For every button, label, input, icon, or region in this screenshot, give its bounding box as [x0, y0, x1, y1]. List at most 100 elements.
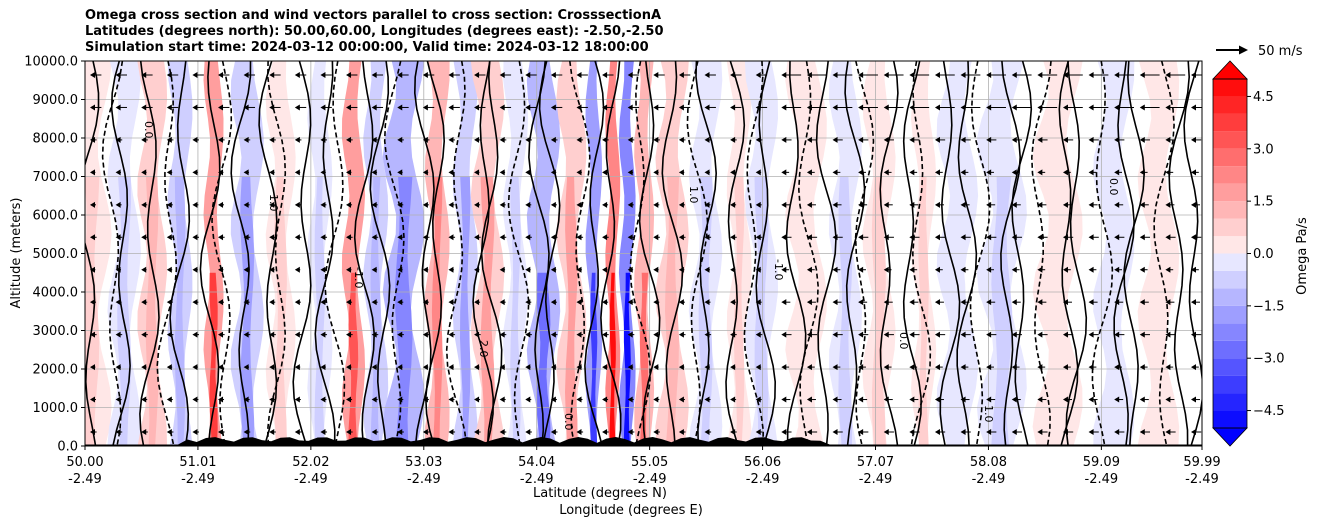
- wind-vector-head: [1114, 104, 1120, 111]
- wind-vector-head: [1139, 72, 1145, 78]
- wind-vector-head: [1114, 136, 1120, 143]
- colorbar-segment: [1213, 236, 1247, 254]
- wind-vector-head: [576, 104, 582, 111]
- wind-vector-head: [1037, 201, 1043, 208]
- wind-vector-head: [525, 396, 531, 403]
- wind-vector-head: [1139, 234, 1145, 241]
- wind-vector-head: [678, 364, 684, 371]
- colorbar-tick-label: 1.5: [1253, 195, 1274, 210]
- wind-vector-head: [1062, 331, 1068, 338]
- wind-vector-head: [781, 266, 787, 273]
- wind-vector-head: [525, 201, 531, 208]
- y-tick-label: 9000.0: [33, 93, 79, 108]
- wind-vector-head: [806, 364, 812, 371]
- wind-vector-head: [397, 104, 403, 111]
- x-axis-label-line-1: Latitude (degrees N): [533, 486, 667, 501]
- contour-label: 1.0: [982, 405, 995, 423]
- wind-vector-head: [115, 364, 121, 371]
- contour-line-positive: [413, 61, 435, 446]
- wind-vector-head: [730, 266, 736, 273]
- wind-vector-head: [1165, 234, 1171, 241]
- wind-vector-head: [346, 364, 352, 371]
- wind-vector-head: [525, 364, 531, 371]
- wind-vector-head: [1114, 429, 1120, 435]
- wind-vector-head: [1037, 429, 1043, 435]
- wind-vector-head: [909, 396, 915, 403]
- wind-vector-head: [627, 331, 633, 338]
- colorbar-tick-label: 4.5: [1253, 90, 1274, 105]
- contour-line-positive: [902, 61, 922, 446]
- contour-line-positive: [939, 61, 961, 446]
- wind-vector-head: [627, 201, 633, 208]
- contour-line-positive: [956, 61, 978, 446]
- wind-vector-head: [781, 201, 787, 208]
- wind-vector-head: [397, 72, 403, 78]
- wind-vector-head: [755, 234, 761, 241]
- wind-vector-head: [883, 331, 889, 338]
- x-tick-label-latitude: 52.02: [292, 455, 329, 470]
- wind-vector-head: [243, 169, 249, 176]
- wind-vector-head: [1139, 429, 1145, 435]
- wind-vector-head: [269, 234, 275, 241]
- omega-band-core: [733, 176, 745, 446]
- wind-vector-head: [525, 299, 531, 306]
- wind-vector-head: [1011, 429, 1017, 435]
- wind-vector-head: [832, 266, 838, 273]
- wind-vector-head: [422, 201, 428, 208]
- wind-vector-head: [627, 104, 633, 111]
- colorbar-segment: [1213, 270, 1247, 289]
- wind-vector-head: [192, 104, 198, 111]
- wind-vector-head: [576, 299, 582, 306]
- wind-vector-head: [550, 136, 556, 143]
- wind-vector-head: [1037, 299, 1043, 306]
- wind-vector-head: [1088, 299, 1094, 306]
- wind-vector-head: [166, 136, 172, 143]
- wind-vector-head: [550, 331, 556, 338]
- x-tick-label-latitude: 58.08: [970, 455, 1007, 470]
- contour-line-negative: [101, 61, 124, 446]
- contour-line-positive: [695, 61, 718, 446]
- wind-vector-head: [678, 299, 684, 306]
- wind-vector-head: [909, 136, 915, 143]
- wind-vector-head: [320, 331, 326, 338]
- wind-vector-head: [320, 201, 326, 208]
- wind-vector-head: [883, 396, 889, 403]
- wind-vector-head: [243, 234, 249, 241]
- wind-vector-head: [422, 331, 428, 338]
- wind-vector-head: [90, 201, 95, 208]
- wind-vector-head: [499, 104, 505, 111]
- wind-vector-head: [909, 364, 915, 371]
- wind-vector-head: [806, 201, 812, 208]
- omega-band-core: [1149, 176, 1168, 446]
- wind-vector-head: [806, 234, 812, 241]
- x-tick-label-latitude: 53.03: [405, 455, 442, 470]
- wind-vector-head: [781, 104, 787, 111]
- x-tick-label-latitude: 56.06: [744, 455, 781, 470]
- quiver-key-label: 50 m/s: [1258, 44, 1303, 59]
- wind-vector-head: [166, 72, 172, 78]
- wind-vector-head: [525, 429, 531, 435]
- colorbar-segment: [1213, 96, 1247, 114]
- wind-vector-head: [269, 266, 275, 273]
- wind-vector-head: [704, 299, 710, 306]
- wind-vector-head: [909, 299, 915, 306]
- wind-vector-head: [806, 136, 812, 143]
- y-tick-label: 8000.0: [33, 132, 79, 147]
- wind-vector-head: [346, 396, 352, 403]
- wind-vector-head: [832, 331, 838, 338]
- x-tick-label-longitude: -2.49: [294, 472, 328, 487]
- wind-vector-head: [422, 169, 428, 176]
- colorbar-segment: [1213, 410, 1247, 428]
- wind-vector-head: [448, 234, 454, 241]
- x-tick-label-latitude: 55.05: [631, 455, 668, 470]
- wind-vector-head: [422, 234, 428, 241]
- wind-vector-head: [832, 364, 838, 371]
- wind-vector-head: [218, 299, 224, 306]
- wind-vector-head: [346, 104, 352, 111]
- wind-vector-head: [294, 364, 300, 371]
- wind-vector-head: [422, 396, 428, 403]
- wind-vector-head: [627, 72, 633, 78]
- wind-vector-head: [525, 104, 531, 111]
- wind-vector-head: [602, 364, 608, 371]
- x-tick-label-latitude: 50.00: [66, 455, 103, 470]
